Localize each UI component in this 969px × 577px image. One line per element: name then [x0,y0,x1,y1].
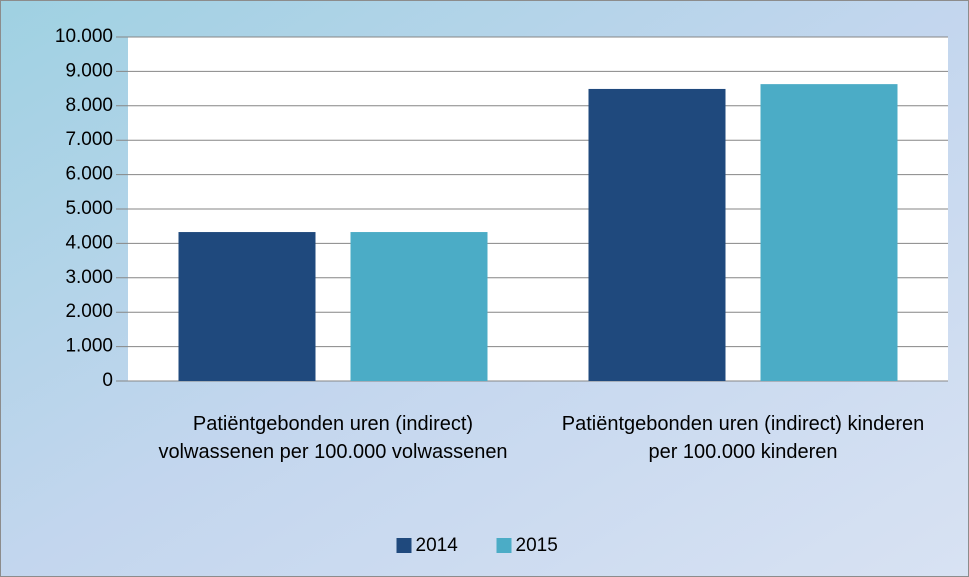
y-tick-label: 8.000 [65,95,113,116]
y-tick-label: 1.000 [65,336,113,357]
y-tick-label: 5.000 [65,198,113,219]
legend-swatch [496,538,512,553]
y-tick-label: 2.000 [65,301,113,322]
bar [588,88,726,381]
x-tick-label: Patiëntgebonden uren (indirect) volwasse… [158,413,508,463]
bar [760,84,898,382]
y-tick-label: 3.000 [65,267,113,288]
y-tick-label: 9.000 [65,60,113,81]
y-tick-label: 4.000 [65,232,113,253]
x-tick-label: Patiëntgebonden uren (indirect) kinderen… [561,413,925,463]
legend-swatch [396,538,412,553]
y-tick-label: 7.000 [65,129,113,150]
y-tick-label: 6.000 [65,164,113,185]
legend-label: 2015 [516,535,558,556]
y-tick-label: 10.000 [55,26,113,47]
bar [178,232,316,381]
legend-label: 2014 [416,535,459,556]
bar [350,232,488,381]
y-tick-label: 0 [102,370,113,391]
